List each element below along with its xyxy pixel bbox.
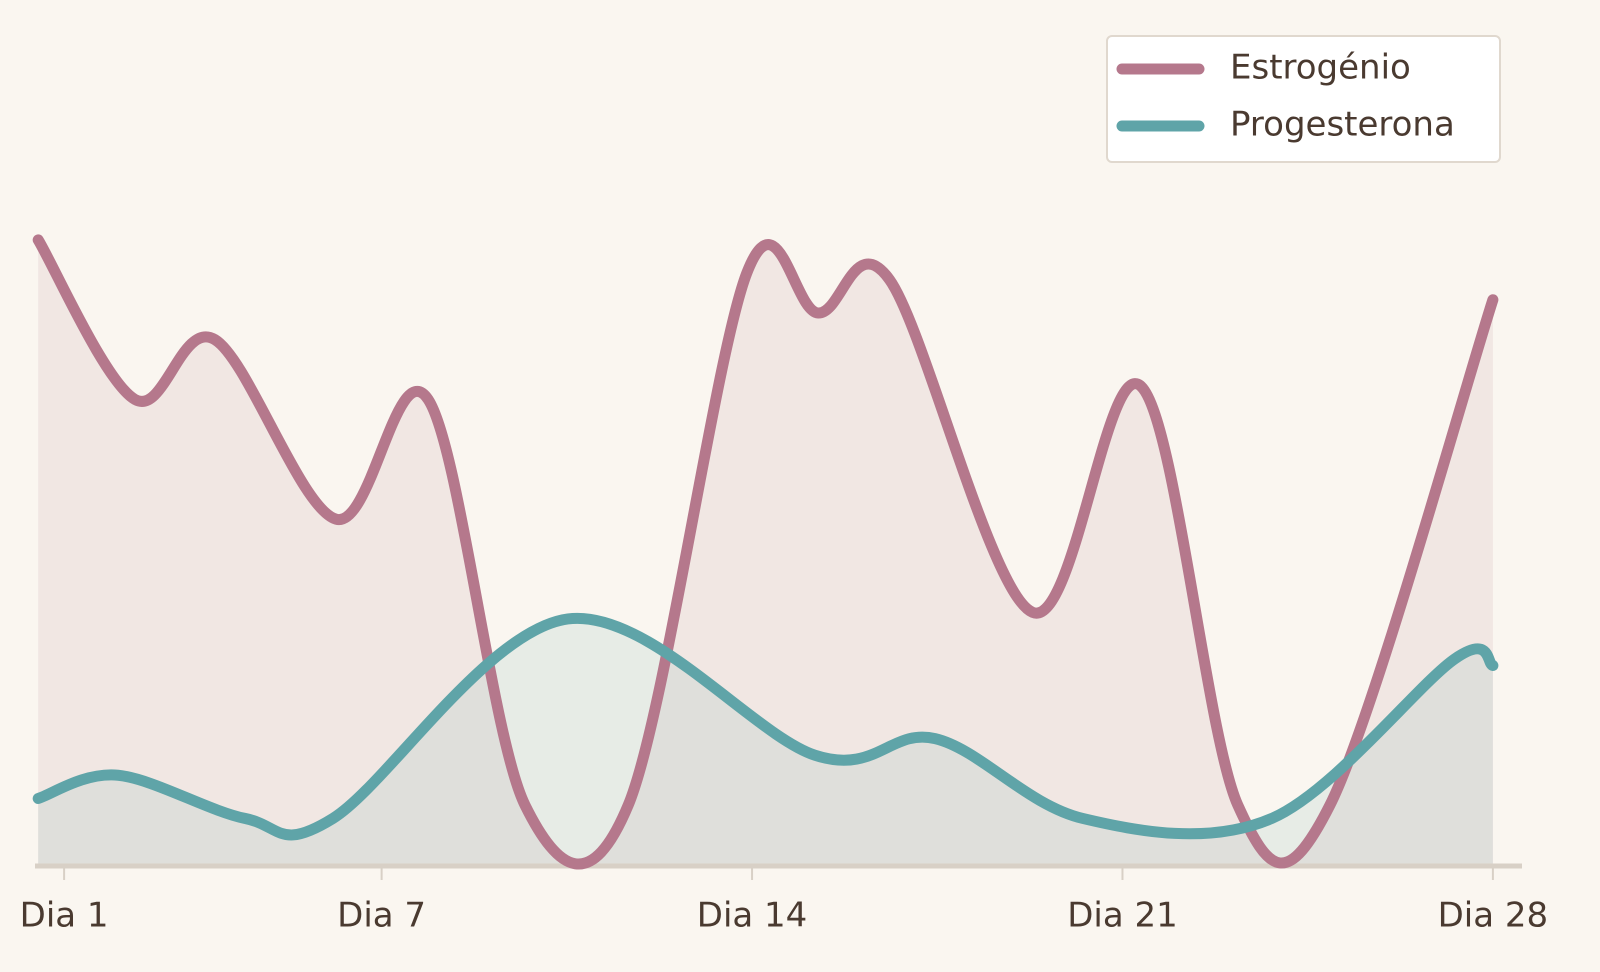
x-tick-label: Dia 28 [1438, 896, 1549, 936]
legend-label: Estrogénio [1230, 48, 1411, 88]
area [38, 239, 1493, 865]
x-tick-label: Dia 1 [20, 896, 109, 936]
legend-label: Progesterona [1230, 105, 1455, 145]
x-tick-label: Dia 7 [337, 896, 426, 936]
x-tick-label: Dia 14 [697, 896, 808, 936]
x-tick-label: Dia 21 [1067, 896, 1178, 936]
legend: Estrogénio Progesterona [1106, 35, 1501, 163]
x-ticks: Dia 1 Dia 7 Dia 14 Dia 21 Dia 28 [20, 868, 1549, 936]
legend-box [1106, 35, 1501, 163]
lines [32, 234, 1499, 870]
areas [38, 239, 1493, 865]
area [38, 618, 1493, 865]
line [32, 234, 1499, 870]
line [32, 612, 1499, 841]
